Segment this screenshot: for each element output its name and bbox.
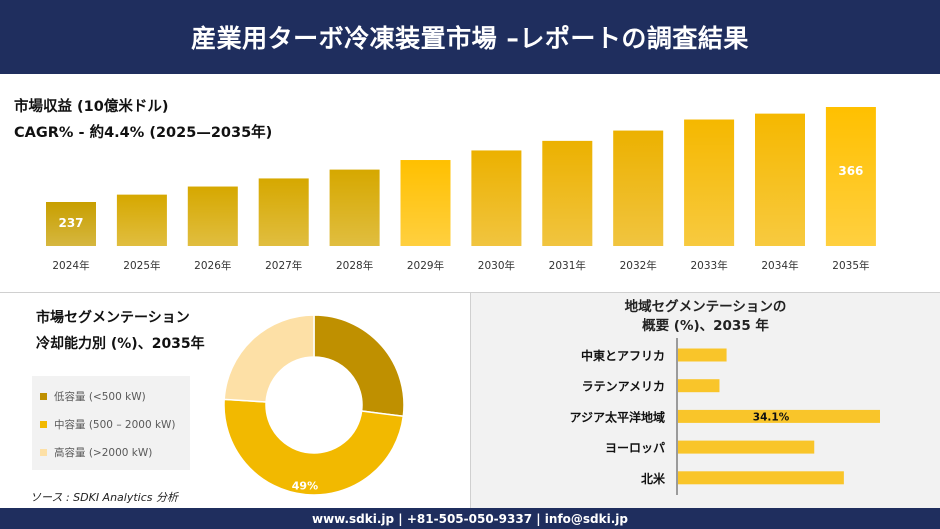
bar-data-label: 366 xyxy=(838,164,863,178)
x-tick-label: 2034年 xyxy=(761,259,798,272)
revenue-bar-shade xyxy=(187,186,238,246)
segmentation-title-block: 市場セグメンテーション 冷却能力別 (%)、2035年 xyxy=(36,308,205,360)
revenue-bar-shade xyxy=(400,160,451,246)
x-tick-label: 2027年 xyxy=(265,259,302,272)
region-label: ラテンアメリカ xyxy=(582,380,665,394)
segmentation-title: 市場セグメンテーション xyxy=(36,310,190,326)
legend-label-high: 高容量 (>2000 kW) xyxy=(54,446,153,459)
region-bar xyxy=(678,471,844,485)
contact-info: www.sdki.jp | +81-505-050-9337 | info@sd… xyxy=(311,511,628,526)
revenue-bar-chart: 2024年 237 2025年 2026年 2027年 2028年 2029年 2030年 20… xyxy=(46,107,876,272)
region-label: 中東とアフリカ xyxy=(581,348,665,363)
revenue-bar-shade xyxy=(471,150,522,246)
legend-swatch-low xyxy=(40,392,47,400)
bar-data-label: 237 xyxy=(58,216,83,230)
legend-swatch-high xyxy=(40,448,47,456)
region-bar xyxy=(678,379,720,393)
horizontal-divider xyxy=(0,292,940,293)
revenue-bar-shade xyxy=(329,169,380,246)
legend-item-low: 低容量 (<500 kW) xyxy=(40,382,182,410)
x-tick-label: 2031年 xyxy=(549,259,586,272)
segmentation-subtitle: 冷却能力別 (%)、2035年 xyxy=(36,336,205,352)
region-title-block: 地域セグメンテーションの 概要 (%)、2035 年 xyxy=(471,298,940,336)
revenue-bar-shade xyxy=(684,119,735,246)
x-tick-label: 2033年 xyxy=(690,259,727,272)
metrics-block: 市場収益 (10億米ドル) CAGR% - 約4.4% (2025—2035年) xyxy=(14,97,272,149)
donut-data-label: 49% xyxy=(292,480,318,493)
legend-label-mid: 中容量 (500 – 2000 kW) xyxy=(54,418,176,431)
region-label: 北米 xyxy=(641,471,666,486)
donut-slice xyxy=(223,398,405,496)
donut-legend: 低容量 (<500 kW) 中容量 (500 – 2000 kW) 高容量 (>… xyxy=(32,376,190,470)
source-note: ソース : SDKI Analytics 分析 xyxy=(30,491,179,504)
x-tick-label: 2024年 xyxy=(52,259,89,272)
region-title-line1: 地域セグメンテーションの xyxy=(624,299,787,315)
region-label: アジア太平洋地域 xyxy=(569,409,665,424)
x-tick-label: 2035年 xyxy=(832,259,869,272)
revenue-bar-shade xyxy=(613,130,664,246)
capacity-donut-chart: 49% xyxy=(223,314,405,496)
revenue-bar-shade xyxy=(116,194,167,246)
x-tick-label: 2029年 xyxy=(407,259,444,272)
region-label: ヨーロッパ xyxy=(605,441,665,455)
revenue-label: 市場収益 (10億米ドル) xyxy=(14,99,169,115)
revenue-bar-shade xyxy=(542,140,593,246)
donut-slice xyxy=(223,314,315,403)
header-banner: 産業用ターボ冷凍装置市場 –レポートの調査結果 xyxy=(0,0,940,74)
x-tick-label: 2026年 xyxy=(194,259,231,272)
region-bar xyxy=(678,348,727,362)
legend-swatch-mid xyxy=(40,420,47,428)
region-bar xyxy=(678,440,815,454)
region-title-line2: 概要 (%)、2035 年 xyxy=(642,318,769,334)
revenue-bar-shade xyxy=(258,178,309,246)
legend-label-low: 低容量 (<500 kW) xyxy=(54,390,146,403)
x-tick-label: 2032年 xyxy=(620,259,657,272)
legend-item-mid: 中容量 (500 – 2000 kW) xyxy=(40,410,182,438)
region-bar xyxy=(678,409,880,423)
x-tick-label: 2028年 xyxy=(336,259,373,272)
revenue-bar-shade xyxy=(46,202,96,246)
donut-slice xyxy=(313,314,405,418)
revenue-bar-shade xyxy=(825,107,876,246)
x-tick-label: 2030年 xyxy=(478,259,515,272)
legend-item-high: 高容量 (>2000 kW) xyxy=(40,438,182,466)
revenue-bar-shade xyxy=(755,113,805,247)
cagr-label: CAGR% - 約4.4% (2025—2035年) xyxy=(14,125,273,141)
x-tick-label: 2025年 xyxy=(123,259,160,272)
page-title: 産業用ターボ冷凍装置市場 –レポートの調査結果 xyxy=(191,24,749,53)
vertical-divider xyxy=(470,293,471,508)
footer-bar: www.sdki.jp | +81-505-050-9337 | info@sd… xyxy=(0,508,940,529)
region-data-label: 34.1% xyxy=(753,411,790,423)
